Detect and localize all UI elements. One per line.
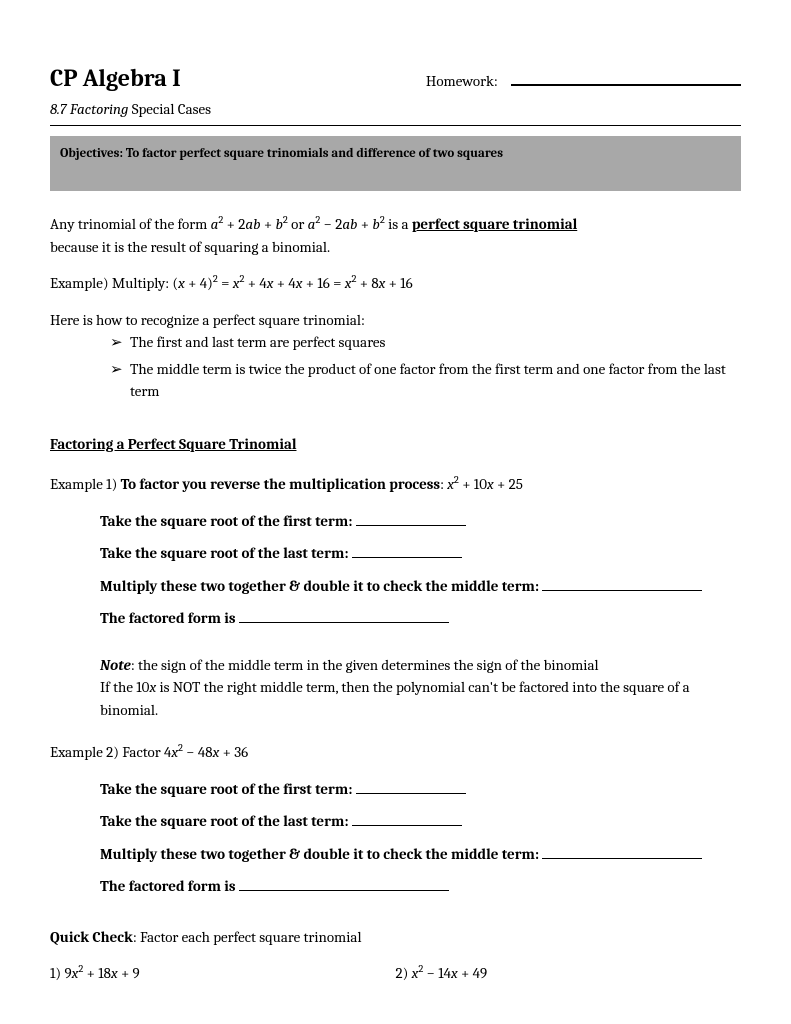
step-first-root: Take the square root of the first term:: [100, 510, 741, 533]
note-l1: : the sign of the middle term in the giv…: [131, 656, 599, 674]
section-heading: Factoring a Perfect Square Trinomial: [50, 433, 741, 456]
bullet-icon: ➢: [110, 358, 130, 403]
qc-rest: : Factor each perfect square trinomial: [133, 928, 362, 946]
emp3: + 4: [273, 274, 295, 292]
emp16: + 16 =: [302, 274, 344, 292]
subtitle: 8.7 Factoring Special Cases: [50, 98, 741, 121]
ex1end: + 25: [494, 475, 523, 493]
subtitle-rest: Special Cases: [128, 100, 211, 118]
f2d: +: [357, 215, 372, 233]
intro-post1: is a: [385, 215, 412, 233]
example2-label: Example 2) Factor 4x2 − 48x + 36: [50, 741, 741, 764]
note-label: Note: [100, 656, 131, 674]
q1x2: x: [111, 964, 118, 982]
qc-problem-2: 2) x2 − 14x + 49: [396, 962, 742, 985]
note-l2a: If the 10: [100, 678, 149, 696]
blank-input[interactable]: [352, 557, 462, 558]
s2t: Take the square root of the last term: [100, 544, 344, 562]
q2e: + 49: [458, 964, 487, 982]
ex2-steps: Take the square root of the first term: …: [100, 778, 741, 898]
e2s1: Take the square root of the first term: [100, 780, 348, 798]
f2e: b: [372, 215, 379, 233]
note-l2b: is NOT the right middle term, then the p…: [100, 678, 690, 719]
b2-text: The middle term is twice the product of …: [130, 358, 741, 403]
q1e: + 9: [118, 964, 140, 982]
page-title: CP Algebra I: [50, 60, 181, 96]
step-first-root: Take the square root of the first term:: [100, 778, 741, 801]
q2x2: x: [451, 964, 458, 982]
subtitle-number: 8.7 Factoring: [50, 100, 128, 118]
emeq: =: [218, 274, 233, 292]
blank-input[interactable]: [542, 590, 702, 591]
step-factored-form: The factored form is: [100, 875, 741, 898]
s3t: Multiply these two together & double it …: [100, 577, 535, 595]
e2s3: Multiply these two together & double it …: [100, 845, 535, 863]
s1t: Take the square root of the first term: [100, 512, 348, 530]
f2c: ab: [342, 215, 357, 233]
emp8: + 8: [356, 274, 378, 292]
step-last-root: Take the square root of the last term:: [100, 542, 741, 565]
list-item: ➢ The middle term is twice the product o…: [110, 358, 741, 403]
objectives-box: Objectives: To factor perfect square tri…: [50, 136, 741, 192]
blank-input[interactable]: [542, 858, 702, 859]
ex1-bold: To factor you reverse the multiplication…: [121, 475, 440, 493]
qc-bold: Quick Check: [50, 928, 133, 946]
pst-term: perfect square trinomial: [412, 215, 577, 233]
ex1mid: + 10: [459, 475, 487, 493]
f1e: b: [275, 215, 282, 233]
f1b: + 2: [223, 215, 245, 233]
emp4: + 4): [185, 274, 213, 292]
b1-text: The first and last term are perfect squa…: [130, 331, 385, 354]
f1c: ab: [245, 215, 260, 233]
ex2end: + 36: [219, 743, 248, 761]
f2b: − 2: [320, 215, 342, 233]
empend: + 16: [385, 274, 412, 292]
step-check-middle: Multiply these two together & double it …: [100, 843, 741, 866]
quick-check-head: Quick Check: Factor each perfect square …: [50, 926, 741, 949]
emx1: x: [178, 274, 185, 292]
intro-post2: because it is the result of squaring a b…: [50, 238, 330, 256]
ex1x: x: [447, 475, 454, 493]
step-factored-form: The factored form is: [100, 607, 741, 630]
bullet-icon: ➢: [110, 331, 130, 354]
example-multiply: Example) Multiply: (x + 4)2 = x2 + 4x + …: [50, 272, 741, 295]
intro-pre: Any trinomial of the form: [50, 215, 211, 233]
ex2mid: − 48: [183, 743, 213, 761]
ex1x2: x: [487, 475, 494, 493]
ex1-pre: Example 1): [50, 475, 121, 493]
em-lbl: Example) Multiply: (: [50, 274, 178, 292]
blank-input[interactable]: [239, 622, 449, 623]
f1d: +: [261, 215, 276, 233]
q2p: 2): [396, 964, 412, 982]
blank-input[interactable]: [356, 525, 466, 526]
bullet-list: ➢ The first and last term are perfect sq…: [110, 331, 741, 403]
blank-input[interactable]: [239, 890, 449, 891]
step-check-middle: Multiply these two together & double it …: [100, 575, 741, 598]
note-block: Note: the sign of the middle term in the…: [100, 654, 741, 722]
s4t: The factored form is: [100, 609, 236, 627]
step-last-root: Take the square root of the last term:: [100, 810, 741, 833]
homework-blank[interactable]: [511, 84, 741, 86]
intro-paragraph: Any trinomial of the form a2 + 2ab + b2 …: [50, 213, 741, 258]
header-row: CP Algebra I Homework:: [50, 60, 741, 96]
quick-check-row: 1) 9x2 + 18x + 9 2) x2 − 14x + 49: [50, 962, 741, 985]
ex1-steps: Take the square root of the first term: …: [100, 510, 741, 630]
q1p: 1) 9: [50, 964, 72, 982]
blank-input[interactable]: [352, 825, 462, 826]
ex2-lbl: Example 2) Factor 4: [50, 743, 171, 761]
recognize-lead: Here is how to recognize a perfect squar…: [50, 309, 741, 332]
header-rule: [50, 125, 741, 126]
example1-label: Example 1) To factor you reverse the mul…: [50, 473, 741, 496]
homework-label: Homework:: [426, 72, 498, 90]
e2s2: Take the square root of the last term: [100, 812, 344, 830]
emp2: + 4: [244, 274, 266, 292]
e2s4: The factored form is: [100, 877, 236, 895]
q1m: + 18: [83, 964, 111, 982]
homework-field: Homework:: [426, 70, 741, 93]
blank-input[interactable]: [356, 793, 466, 794]
intro-or: or: [288, 215, 308, 233]
q2m: − 14: [423, 964, 451, 982]
list-item: ➢ The first and last term are perfect sq…: [110, 331, 741, 354]
qc-problem-1: 1) 9x2 + 18x + 9: [50, 962, 396, 985]
